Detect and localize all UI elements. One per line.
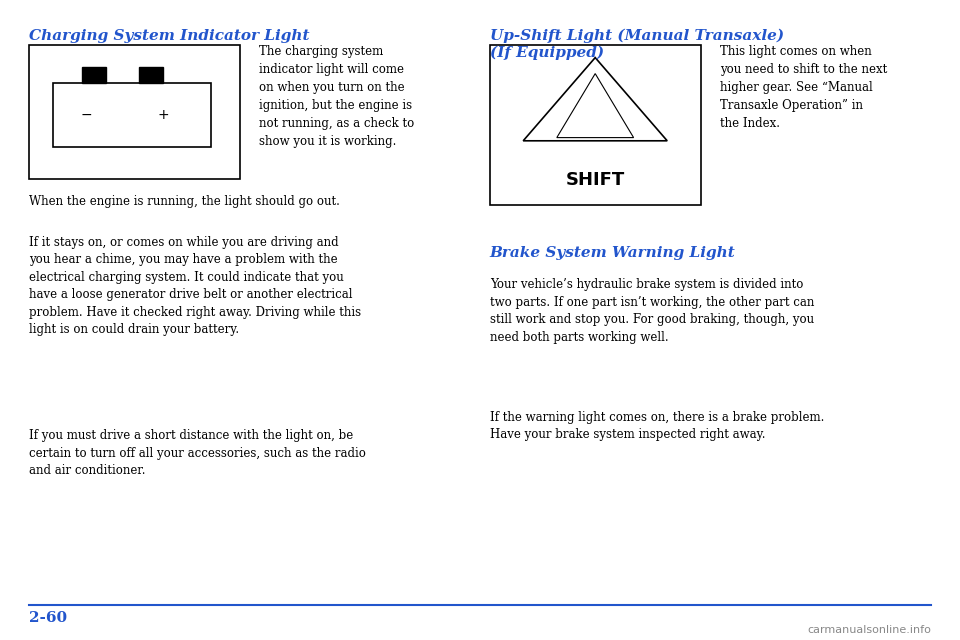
- Polygon shape: [557, 74, 634, 138]
- Text: The charging system
indicator light will come
on when you turn on the
ignition, : The charging system indicator light will…: [259, 45, 415, 148]
- Text: Your vehicle’s hydraulic brake system is divided into
two parts. If one part isn: Your vehicle’s hydraulic brake system is…: [490, 278, 814, 344]
- Bar: [29, 45, 240, 179]
- Text: If the warning light comes on, there is a brake problem.
Have your brake system : If the warning light comes on, there is …: [490, 411, 824, 442]
- Text: carmanualsonline.info: carmanualsonline.info: [807, 625, 931, 635]
- Text: SHIFT: SHIFT: [565, 171, 625, 189]
- Text: If you must drive a short distance with the light on, be
certain to turn off all: If you must drive a short distance with …: [29, 429, 366, 477]
- Bar: [490, 45, 701, 205]
- Text: +: +: [157, 108, 169, 122]
- Bar: [82, 67, 106, 83]
- Text: −: −: [81, 108, 92, 122]
- Bar: [53, 83, 211, 147]
- Bar: [139, 67, 163, 83]
- Text: This light comes on when
you need to shift to the next
higher gear. See “Manual
: This light comes on when you need to shi…: [720, 45, 887, 130]
- Text: Charging System Indicator Light: Charging System Indicator Light: [29, 29, 309, 43]
- Text: If it stays on, or comes on while you are driving and
you hear a chime, you may : If it stays on, or comes on while you ar…: [29, 236, 361, 336]
- Text: Up-Shift Light (Manual Transaxle)
(If Equipped): Up-Shift Light (Manual Transaxle) (If Eq…: [490, 29, 783, 60]
- Text: When the engine is running, the light should go out.: When the engine is running, the light sh…: [29, 195, 340, 208]
- Text: Brake System Warning Light: Brake System Warning Light: [490, 246, 735, 260]
- Text: 2-60: 2-60: [29, 611, 67, 625]
